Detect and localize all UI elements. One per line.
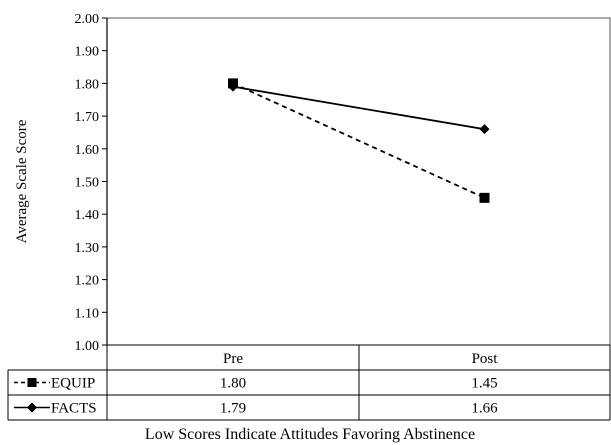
y-tick-label: 1.60 (75, 143, 100, 158)
x-category-label: Pre (223, 351, 243, 367)
x-category-label: Post (472, 351, 499, 367)
plot-border (106, 17, 611, 346)
legend-label-equip: EQUIP (51, 376, 95, 392)
y-tick-label: 2.00 (75, 12, 100, 27)
data-table: Pre Post EQUIP 1.80 1.45 FACTS 1.79 1.66 (7, 344, 611, 421)
plot-frame (106, 17, 611, 346)
y-tick-label: 1.00 (75, 339, 100, 354)
series-line-equip (232, 82, 485, 199)
data-point-facts (479, 124, 490, 135)
y-tick-label: 1.70 (75, 110, 100, 125)
y-tick-label: 1.30 (75, 241, 100, 256)
y-tick-label: 1.90 (75, 45, 100, 60)
series-line-facts (232, 85, 485, 131)
table-value-equip: 1.45 (471, 376, 497, 392)
y-tick-label: 1.80 (75, 77, 100, 92)
y-tick-label: 1.10 (75, 306, 100, 321)
table-value-equip: 1.80 (220, 376, 246, 392)
y-axis-title: Average Scale Score (14, 119, 30, 243)
data-point-equip (479, 192, 490, 203)
legend-label-facts: FACTS (51, 401, 97, 417)
legend-marker-equip (27, 378, 37, 387)
y-tick-label: 1.40 (75, 208, 100, 223)
y-axis-ticks: 1.00 1.10 1.20 1.30 1.40 1.50 1.60 1.70 1.80 1.90… (75, 12, 107, 354)
series-lines (228, 78, 490, 203)
table-value-facts: 1.66 (471, 401, 498, 417)
legend-marker-facts (27, 402, 37, 413)
data-point-facts (228, 81, 238, 92)
table-value-facts: 1.79 (220, 401, 246, 417)
y-tick-label: 1.50 (75, 176, 100, 191)
x-axis-title: Low Scores Indicate Attitudes Favoring A… (145, 426, 475, 443)
y-tick-label: 1.20 (75, 274, 100, 289)
